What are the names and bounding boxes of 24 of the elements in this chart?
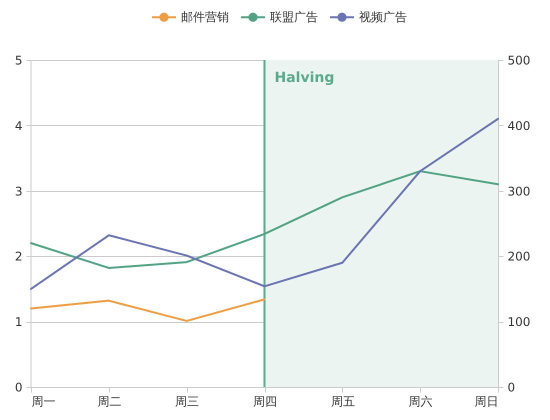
- x-tick-label: 周一: [32, 394, 56, 408]
- x-tick-label: 周六: [408, 394, 433, 408]
- x-tick-label: 周四: [253, 394, 277, 408]
- x-tick-label: 周三: [175, 394, 200, 408]
- line-series: [30, 298, 266, 322]
- y-tick-label: 5: [14, 54, 22, 68]
- x-tick-label: 周日: [474, 394, 498, 408]
- y-tick-label: 1: [14, 315, 22, 330]
- y-tick-label: 4: [14, 118, 22, 133]
- legend-label: 邮件营销: [181, 10, 229, 24]
- ref-line-label: Halving: [274, 70, 334, 86]
- y2-tick-label: 200: [508, 250, 530, 264]
- y2-tick-label: 400: [508, 118, 530, 133]
- legend-label: 联盟广告: [270, 10, 318, 24]
- y-tick-label: 3: [14, 184, 22, 198]
- legend-label: 视频广告: [359, 10, 407, 24]
- y2-tick-label: 100: [508, 315, 530, 330]
- y2-tick-label: 300: [508, 184, 530, 198]
- x-tick-label: 周二: [97, 394, 122, 408]
- y-tick-label: 2: [14, 250, 22, 264]
- y2-tick-label: 0: [508, 380, 516, 394]
- x-tick-label: 周五: [330, 394, 355, 408]
- y-tick-label: 0: [14, 380, 22, 394]
- y2-tick-label: 500: [508, 54, 530, 68]
